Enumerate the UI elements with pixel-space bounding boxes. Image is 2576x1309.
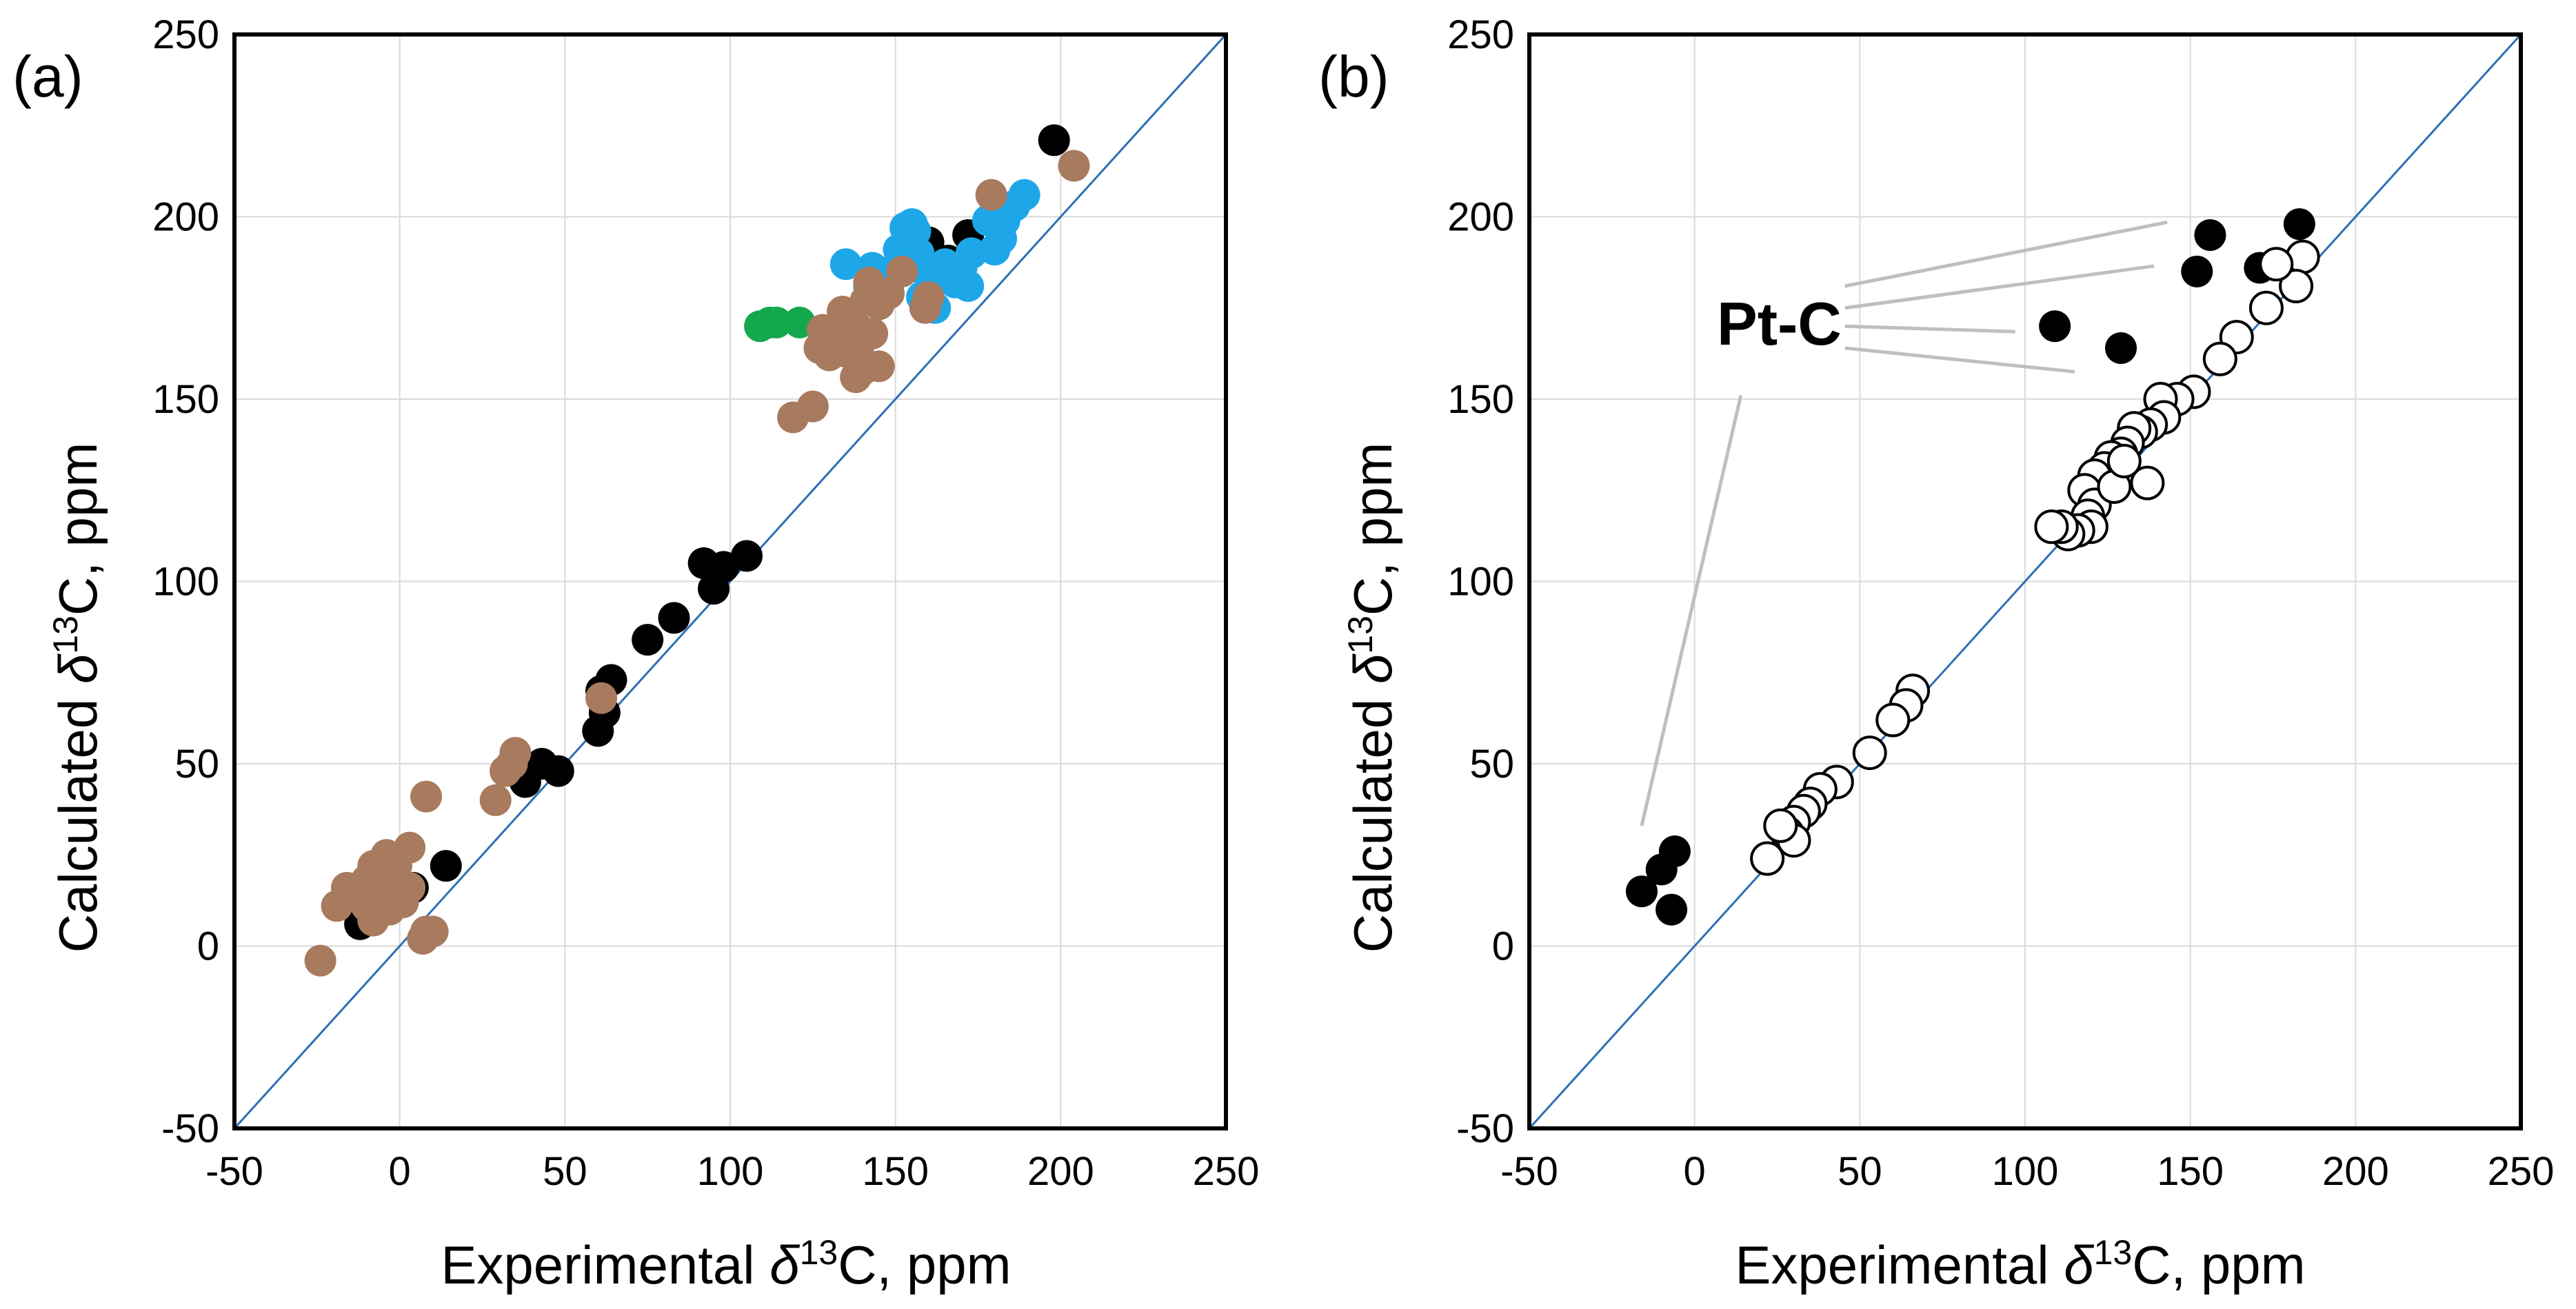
point-brown — [856, 317, 889, 349]
x-tick-label: 0 — [389, 1149, 411, 1194]
point-pt-c — [1658, 835, 1691, 867]
x-tick-label: 150 — [2157, 1149, 2224, 1194]
point-brown — [479, 784, 512, 816]
point-pt-c — [2039, 310, 2071, 343]
point-other — [1763, 808, 1798, 843]
plot-frame-a — [232, 32, 1228, 1130]
point-pt-c — [2194, 219, 2226, 251]
point-black — [707, 551, 740, 583]
x-tick-label: 150 — [862, 1149, 929, 1194]
pt-c-leader-line — [1844, 220, 2168, 288]
x-tick-label: -50 — [1500, 1149, 1558, 1194]
point-brown — [840, 361, 872, 394]
point-brown — [490, 755, 522, 787]
panel-label-a: (a) — [12, 44, 83, 109]
point-brown — [777, 401, 809, 434]
point-black — [658, 602, 690, 634]
y-tick-label: 200 — [152, 195, 219, 240]
y-tick-label: 250 — [152, 12, 219, 57]
x-tick-label: 50 — [1838, 1149, 1882, 1194]
point-black — [430, 850, 462, 882]
reference-line-a — [233, 33, 1227, 1130]
pt-c-leader-line — [1844, 264, 2155, 310]
y-tick-label: 150 — [1447, 377, 1514, 422]
y-tick-label: 0 — [1492, 924, 1514, 969]
x-tick-labels-a: -50 0 50 100 150 200 250 — [205, 1149, 1259, 1194]
point-other — [2106, 443, 2142, 478]
point-other — [2130, 465, 2165, 500]
x-tick-label: 250 — [1193, 1149, 1260, 1194]
pt-c-leader-line — [1844, 346, 2075, 374]
point-black — [1038, 124, 1070, 156]
y-tick-label: 50 — [1469, 742, 1514, 787]
y-axis-title-a: Calculated δ13C, ppm — [46, 443, 108, 953]
x-tick-label: 0 — [1684, 1149, 1706, 1194]
pt-c-leader-lines — [1640, 220, 2168, 826]
points-a — [304, 124, 1090, 977]
point-other — [2279, 269, 2314, 304]
y-tick-label: 50 — [174, 742, 219, 787]
point-other — [2259, 247, 2294, 282]
point-pt-c — [1656, 893, 1688, 926]
point-brown — [975, 179, 1007, 211]
point-brown — [826, 296, 858, 328]
x-tick-label: 250 — [2488, 1149, 2555, 1194]
x-tick-label: -50 — [205, 1149, 263, 1194]
x-tick-label: 100 — [697, 1149, 764, 1194]
pt-c-label: Pt-C — [1717, 290, 1842, 358]
point-brown — [912, 281, 945, 313]
point-other — [2034, 509, 2069, 545]
point-pt-c — [2105, 332, 2137, 364]
y-tick-label: -50 — [1456, 1106, 1514, 1151]
y-tick-label: 200 — [1447, 195, 1514, 240]
x-tick-labels-b: -50 0 50 100 150 200 250 — [1500, 1149, 2554, 1194]
y-tick-label: -50 — [161, 1106, 219, 1151]
points-b — [1625, 208, 2320, 926]
y-tick-labels-b: -50 0 50 100 150 200 250 — [1447, 12, 1514, 1151]
y-tick-labels-a: -50 0 50 100 150 200 250 — [152, 12, 219, 1151]
x-axis-title-a: Experimental δ13C, ppm — [441, 1233, 1011, 1295]
pt-c-leader-line — [1640, 395, 1743, 826]
panel-b: -50 0 50 100 150 200 250 -50 0 50 100 150 200 250 (b… — [1318, 12, 2554, 1295]
x-tick-label: 100 — [1992, 1149, 2059, 1194]
point-blue — [829, 248, 862, 281]
point-brown — [585, 682, 618, 714]
point-brown — [350, 890, 383, 922]
point-pt-c — [2283, 208, 2315, 241]
point-other — [2202, 341, 2237, 376]
plot-frame-b — [1527, 32, 2523, 1130]
point-brown — [407, 922, 439, 955]
x-axis-title-b: Experimental δ13C, ppm — [1735, 1233, 2305, 1295]
panel-a: -50 0 50 100 150 200 250 -50 0 50 100 150 200 250 (a… — [12, 12, 1259, 1295]
y-tick-label: 150 — [152, 377, 219, 422]
point-blue — [985, 223, 1018, 255]
point-brown — [380, 850, 412, 882]
y-tick-label: 100 — [152, 560, 219, 605]
x-tick-label: 200 — [2322, 1149, 2389, 1194]
point-green — [761, 306, 793, 338]
point-other — [1750, 841, 1785, 876]
point-other — [1852, 735, 1887, 771]
point-brown — [820, 328, 852, 361]
panel-label-b: (b) — [1318, 44, 1389, 109]
pt-c-leader-line — [1844, 324, 2015, 334]
point-blue — [952, 270, 985, 303]
x-tick-label: 50 — [543, 1149, 587, 1194]
y-tick-label: 100 — [1447, 560, 1514, 605]
point-pt-c — [1625, 875, 1658, 908]
x-tick-label: 200 — [1027, 1149, 1094, 1194]
point-other — [1875, 702, 1911, 738]
point-blue — [912, 255, 945, 287]
point-pt-c — [2181, 255, 2213, 287]
y-tick-label: 0 — [197, 924, 219, 969]
point-black — [632, 624, 664, 656]
point-brown — [410, 780, 443, 813]
reference-line-b — [1528, 33, 2522, 1130]
point-brown — [1058, 150, 1090, 182]
point-other — [2248, 290, 2284, 325]
y-tick-label: 250 — [1447, 12, 1514, 57]
y-axis-title-b: Calculated δ13C, ppm — [1341, 443, 1403, 953]
point-brown — [304, 944, 336, 977]
